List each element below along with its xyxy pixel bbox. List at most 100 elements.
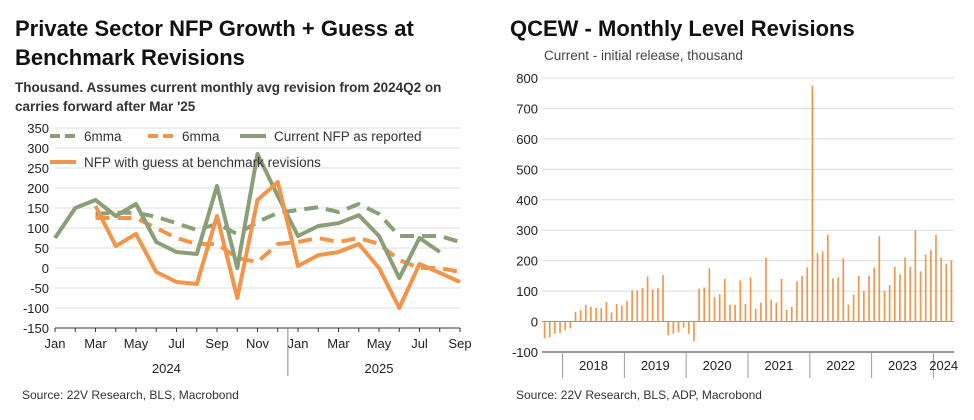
x-tick-label: 2019 [641,358,670,373]
bar [780,278,783,322]
bar [590,306,592,322]
bar [765,257,767,322]
y-tick-label: -150 [23,321,49,336]
y-tick-label: 50 [35,241,49,256]
x-tick-label: May [367,336,392,351]
bar [584,304,587,322]
x-tick-label: Mar [327,336,350,351]
bar [574,311,577,322]
bar [852,294,855,322]
bar [569,321,572,329]
x-tick-label: Jul [168,336,185,351]
x-tick-label: 2021 [764,358,793,373]
x-tick-label: 2023 [888,358,917,373]
y-tick-label: 300 [516,223,538,238]
series-line-green-nfp [53,152,441,280]
y-tick-label: 400 [516,193,538,208]
bar [873,267,875,322]
bar [899,274,901,322]
x-tick-label: 2018 [579,358,608,373]
bar [811,85,814,322]
bar [785,309,788,322]
y-tick-label: 600 [516,132,538,147]
y-tick-label: -100 [23,301,49,316]
bar [919,271,922,322]
bar [857,275,860,322]
y-tick-label: 150 [27,201,49,216]
y-tick-label: 350 [27,121,49,136]
bar [878,236,881,322]
nfp-chart-title: Private Sector NFP Growth + Guess at Ben… [15,16,414,70]
bar [806,267,809,322]
x-tick-label: Jul [411,336,428,351]
y-tick-label: 0 [531,315,538,330]
bar [847,304,850,322]
y-tick-label: 200 [516,254,538,269]
bar [641,288,644,322]
bar [687,321,690,334]
bar [909,266,912,322]
bar [718,294,721,322]
bar [615,303,618,322]
bar [888,285,891,322]
bar [837,277,839,322]
x-tick-label: May [124,336,149,351]
y-tick-label: 800 [516,71,538,86]
bar [868,275,870,322]
bar [595,307,597,322]
bar [621,305,623,322]
bar [945,263,948,322]
bar [713,297,716,322]
bar [600,307,603,322]
bar [693,321,695,342]
qcew-chart-subtitle: Current - initial release, thousand [544,48,743,63]
series-line-orange-nfp [93,180,461,310]
bar [662,275,664,322]
qcew-chart-panel: QCEW - Monthly Level Revisions Current -… [500,0,974,420]
x-tick-label: 2024 [929,358,958,373]
y-tick-label: 700 [516,101,538,116]
bar [672,321,675,334]
y-tick-label: 100 [516,284,538,299]
bar [832,278,834,322]
y-tick-label: 250 [27,161,49,176]
bar [708,268,711,322]
bar [626,300,628,322]
bar [703,287,706,322]
bar [790,306,793,322]
nfp-chart-source: Source: 22V Research, BLS, Macrobond [22,388,239,402]
bar [842,258,845,322]
bar [667,321,669,336]
x-tick-label: Nov [246,336,270,351]
bar [739,280,742,322]
x-tick-label: Jan [288,336,309,351]
bar [950,260,953,322]
x-tick-label: Jan [45,336,66,351]
bar [924,254,927,322]
year-label: 2025 [365,361,394,376]
legend-label: 6mma [84,129,122,144]
y-tick-label: 200 [27,181,49,196]
qcew-chart-title: QCEW - Monthly Level Revisions [510,16,855,41]
y-tick-label: 500 [516,162,538,177]
nfp-chart-panel: Private Sector NFP Growth + Guess at Ben… [0,0,480,420]
bar [744,303,747,322]
bar [543,321,546,339]
bar [863,291,865,322]
bar [734,304,736,322]
x-tick-label: Sep [205,336,228,351]
bar [646,276,649,322]
y-tick-label: 0 [42,261,49,276]
y-tick-label: 100 [27,221,49,236]
y-tick-label: 300 [27,141,49,156]
bar [935,234,937,322]
x-tick-label: Mar [84,336,107,351]
series-line-orange-6mma [95,216,461,274]
bar [559,321,561,334]
x-tick-label: Sep [448,336,471,351]
bar [749,277,752,322]
bar [698,288,700,322]
bar [816,253,819,322]
bar [893,266,896,322]
